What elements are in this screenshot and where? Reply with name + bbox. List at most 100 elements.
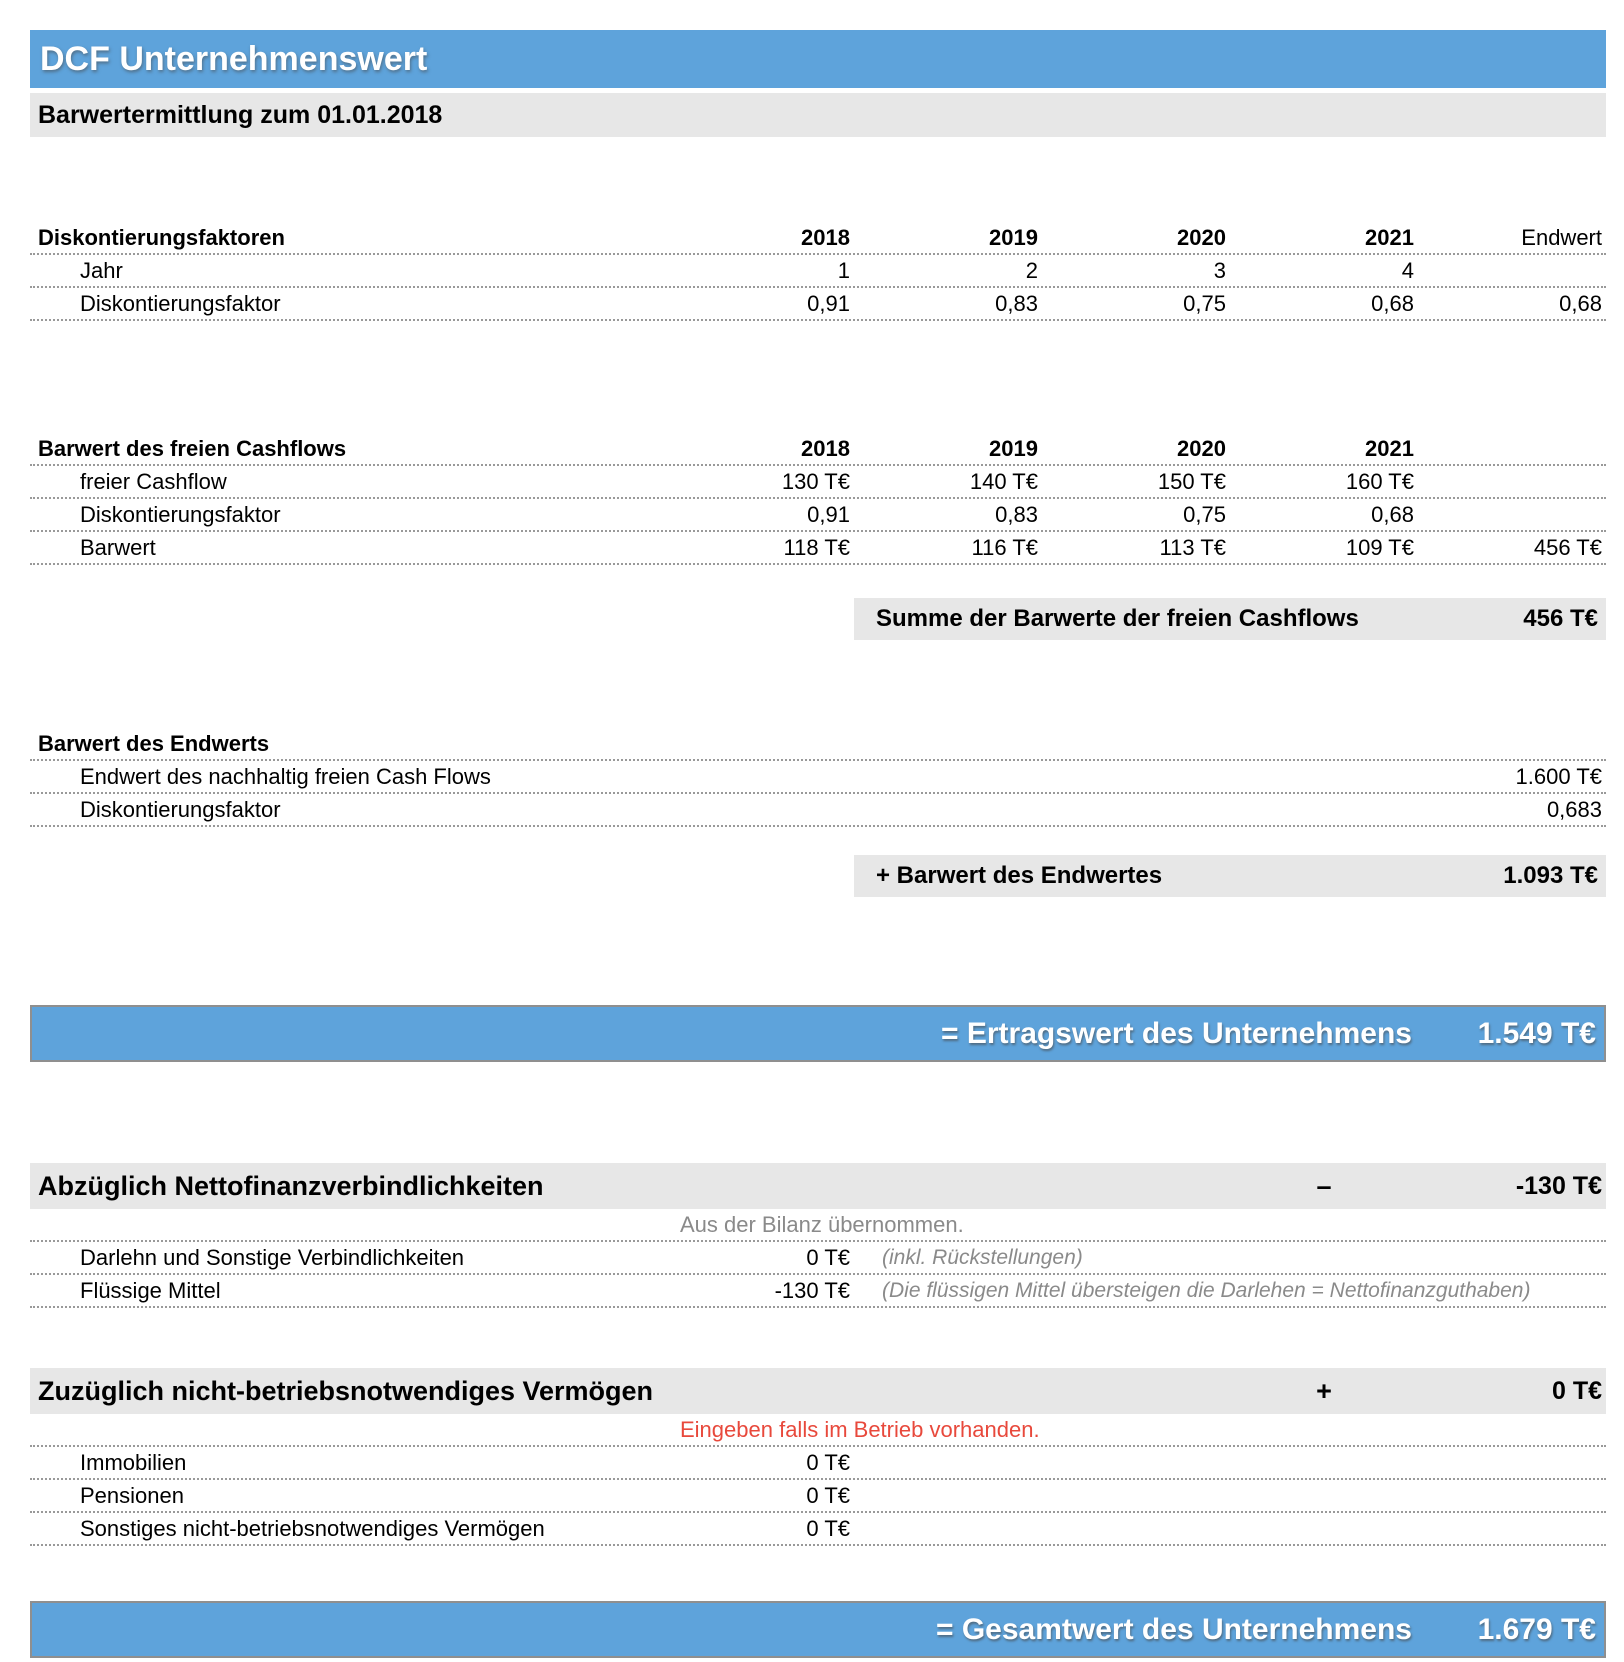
cell-sonstiges-value[interactable]: 0 T€ <box>806 1515 850 1541</box>
table-header-row: Diskontierungsfaktoren 2018 2019 2020 20… <box>30 222 1606 255</box>
sum-value: 1.093 T€ <box>1503 862 1598 889</box>
column-header-2021: 2021 <box>1365 224 1414 250</box>
column-header-2018: 2018 <box>801 224 850 250</box>
row-label: Pensionen <box>80 1482 184 1508</box>
cell-faktor-endwert[interactable]: 0,68 <box>1559 290 1602 316</box>
cell-cashflow-2020[interactable]: 150 T€ <box>1157 468 1226 494</box>
sum-label: Summe der Barwerte der freien Cashflows <box>876 605 1359 632</box>
row-label: Endwert des nachhaltig freien Cash Flows <box>80 763 491 789</box>
cell-immobilien-value[interactable]: 0 T€ <box>806 1449 850 1475</box>
row-label: Diskontierungsfaktor <box>80 796 281 822</box>
terminal-value-sum-bar: + Barwert des Endwertes 1.093 T€ <box>854 855 1606 897</box>
row-jahr: Jahr 1 2 3 4 <box>30 255 1606 288</box>
cell-faktor-2020[interactable]: 0,75 <box>1183 290 1226 316</box>
balance-hint: Aus der Bilanz übernommen. <box>680 1211 964 1237</box>
cell-fluessig-value[interactable]: -130 T€ <box>774 1277 850 1303</box>
net-debt-section-bar: Abzüglich Nettofinanzverbindlichkeiten –… <box>30 1163 1606 1209</box>
cell-jahr-2020[interactable]: 3 <box>1213 257 1226 283</box>
cell-fcf-faktor-2021[interactable]: 0,68 <box>1371 501 1414 527</box>
sum-value: 456 T€ <box>1523 605 1598 632</box>
gesamtwert-bar: = Gesamtwert des Unternehmens 1.679 T€ <box>30 1601 1606 1658</box>
row-label: Diskontierungsfaktor <box>80 501 281 527</box>
cell-faktor-2019[interactable]: 0,83 <box>995 290 1038 316</box>
column-header-endwert: Endwert <box>1521 224 1602 250</box>
cell-darlehn-value[interactable]: 0 T€ <box>806 1244 850 1270</box>
subtitle-bar: Barwertermittlung zum 01.01.2018 <box>30 93 1606 137</box>
hint-row: Eingeben falls im Betrieb vorhanden. <box>30 1414 1606 1447</box>
cell-jahr-2018[interactable]: 1 <box>837 257 850 283</box>
cell-pensionen-value[interactable]: 0 T€ <box>806 1482 850 1508</box>
column-header-2019: 2019 <box>989 224 1038 250</box>
column-header-2020: 2020 <box>1177 435 1226 461</box>
cell-barwert-2020[interactable]: 113 T€ <box>1159 534 1226 560</box>
cell-endwert-faktor[interactable]: 0,683 <box>1546 796 1602 822</box>
cell-jahr-2019[interactable]: 2 <box>1025 257 1038 283</box>
non-operating-assets-section-bar: Zuzüglich nicht-betriebsnotwendiges Verm… <box>30 1368 1606 1414</box>
cell-barwert-2021[interactable]: 109 T€ <box>1345 534 1414 560</box>
cell-fcf-faktor-2020[interactable]: 0,75 <box>1183 501 1226 527</box>
section-total: -130 T€ <box>1515 1171 1602 1200</box>
row-label: Flüssige Mittel <box>80 1277 221 1303</box>
row-label: Jahr <box>80 257 123 283</box>
row-label: Barwert <box>80 534 156 560</box>
gesamtwert-label: = Gesamtwert des Unternehmens <box>935 1612 1412 1646</box>
net-debt-table: Aus der Bilanz übernommen. Darlehn und S… <box>30 1209 1606 1308</box>
cell-fcf-faktor-2018[interactable]: 0,91 <box>807 501 850 527</box>
non-operating-assets-table: Eingeben falls im Betrieb vorhanden. Imm… <box>30 1414 1606 1546</box>
free-cashflow-table: Barwert des freien Cashflows 2018 2019 2… <box>30 433 1606 565</box>
row-label: Immobilien <box>80 1449 187 1475</box>
input-hint: Eingeben falls im Betrieb vorhanden. <box>680 1416 1040 1442</box>
section-title: Abzüglich Nettofinanzverbindlichkeiten <box>38 1170 544 1201</box>
ertragswert-label: = Ertragswert des Unternehmens <box>941 1016 1412 1050</box>
cell-cashflow-2018[interactable]: 130 T€ <box>781 468 850 494</box>
table-title: Barwert des Endwerts <box>38 730 270 756</box>
cell-cashflow-2021[interactable]: 160 T€ <box>1345 468 1414 494</box>
sheet: DCF Unternehmenswert Barwertermittlung z… <box>30 0 1606 1658</box>
cell-fcf-faktor-2019[interactable]: 0,83 <box>995 501 1038 527</box>
row-sonstiges: Sonstiges nicht-betriebsnotwendiges Verm… <box>30 1513 1606 1546</box>
table-title: Barwert des freien Cashflows <box>38 435 347 461</box>
ertragswert-value: 1.549 T€ <box>1477 1016 1596 1050</box>
sum-label: + Barwert des Endwertes <box>876 862 1163 889</box>
table-header-row: Barwert des freien Cashflows 2018 2019 2… <box>30 433 1606 466</box>
row-darlehn: Darlehn und Sonstige Verbindlichkeiten 0… <box>30 1242 1606 1275</box>
hint-row: Aus der Bilanz übernommen. <box>30 1209 1606 1242</box>
row-endwert: Endwert des nachhaltig freien Cash Flows… <box>30 761 1606 794</box>
cell-faktor-2021[interactable]: 0,68 <box>1371 290 1414 316</box>
table-title: Diskontierungsfaktoren <box>38 224 285 250</box>
row-immobilien: Immobilien 0 T€ <box>30 1447 1606 1480</box>
cell-barwert-2018[interactable]: 118 T€ <box>783 534 850 560</box>
row-label: Diskontierungsfaktor <box>80 290 281 316</box>
terminal-value-table: Barwert des Endwerts Endwert des nachhal… <box>30 728 1606 827</box>
row-diskontierungsfaktor: Diskontierungsfaktor 0,91 0,83 0,75 0,68 <box>30 499 1606 532</box>
row-diskontierungsfaktor: Diskontierungsfaktor 0,91 0,83 0,75 0,68… <box>30 288 1606 321</box>
section-title: Zuzüglich nicht-betriebsnotwendiges Verm… <box>38 1375 654 1406</box>
page-subtitle: Barwertermittlung zum 01.01.2018 <box>38 100 443 129</box>
row-note: (Die flüssigen Mittel übersteigen die Da… <box>882 1278 1531 1302</box>
column-header-2018: 2018 <box>801 435 850 461</box>
column-header-2020: 2020 <box>1177 224 1226 250</box>
cell-faktor-2018[interactable]: 0,91 <box>807 290 850 316</box>
row-diskontierungsfaktor: Diskontierungsfaktor 0,683 <box>30 794 1606 827</box>
row-label: Darlehn und Sonstige Verbindlichkeiten <box>80 1244 465 1270</box>
title-bar: DCF Unternehmenswert <box>30 30 1606 88</box>
cell-barwert-endwert[interactable]: 456 T€ <box>1533 534 1602 560</box>
row-note: (inkl. Rückstellungen) <box>882 1245 1083 1269</box>
table-header-row: Barwert des Endwerts <box>30 728 1606 761</box>
gesamtwert-value: 1.679 T€ <box>1477 1612 1596 1646</box>
column-header-2019: 2019 <box>989 435 1038 461</box>
minus-operator: – <box>1316 1170 1332 1201</box>
page-title: DCF Unternehmenswert <box>40 39 428 78</box>
row-barwert: Barwert 118 T€ 116 T€ 113 T€ 109 T€ 456 … <box>30 532 1606 565</box>
plus-operator: + <box>1316 1375 1332 1406</box>
cell-cashflow-2019[interactable]: 140 T€ <box>969 468 1038 494</box>
cell-endwert-value[interactable]: 1.600 T€ <box>1515 763 1602 789</box>
column-header-2021: 2021 <box>1365 435 1414 461</box>
sum-present-values-bar: Summe der Barwerte der freien Cashflows … <box>854 598 1606 640</box>
row-label: freier Cashflow <box>80 468 227 494</box>
row-pensionen: Pensionen 0 T€ <box>30 1480 1606 1513</box>
cell-barwert-2019[interactable]: 116 T€ <box>971 534 1038 560</box>
row-fluessige-mittel: Flüssige Mittel -130 T€ (Die flüssigen M… <box>30 1275 1606 1308</box>
row-label: Sonstiges nicht-betriebsnotwendiges Verm… <box>80 1515 545 1541</box>
cell-jahr-2021[interactable]: 4 <box>1401 257 1414 283</box>
